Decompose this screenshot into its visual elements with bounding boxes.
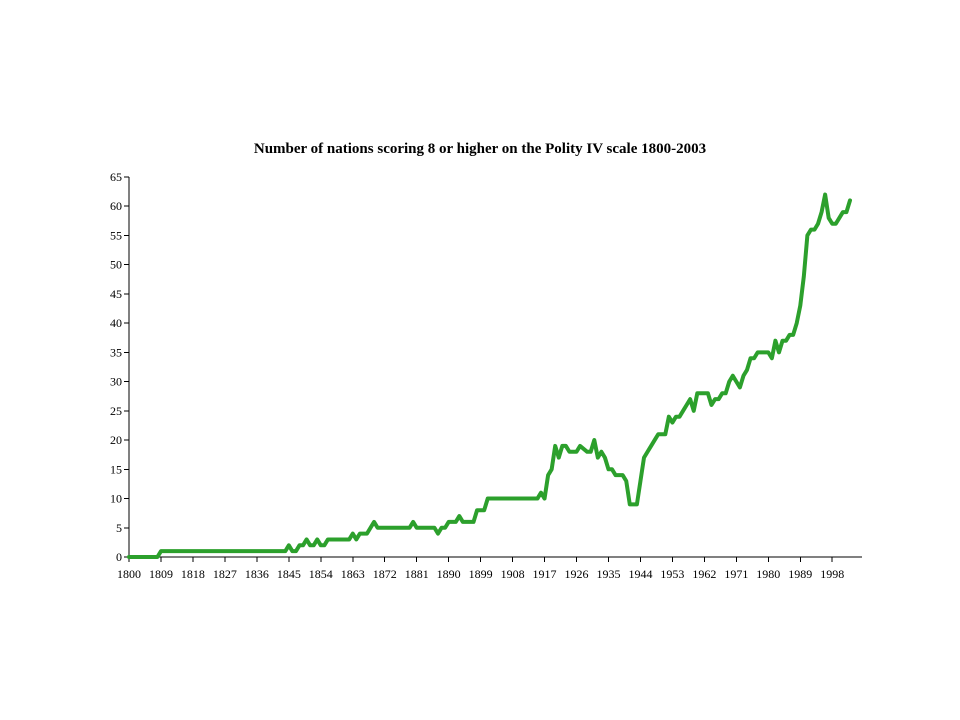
x-tick-label: 1953 <box>660 567 684 581</box>
x-axis: 1800 1809 1818 1827 1836 1845 1854 1863 1872 1881… <box>117 556 862 581</box>
y-tick-label: 40 <box>110 316 122 330</box>
x-tick-label: 1935 <box>596 567 620 581</box>
y-tick-label: 35 <box>110 345 122 359</box>
x-tick-label: 1818 <box>181 567 205 581</box>
x-tick-label: 1845 <box>277 567 301 581</box>
y-tick-label: 30 <box>110 375 122 389</box>
x-tick-label: 1917 <box>533 567 557 581</box>
x-tick-label: 1827 <box>213 567 237 581</box>
x-tick-label: 1989 <box>788 567 812 581</box>
y-tick-label: 45 <box>110 287 122 301</box>
y-tick-label: 0 <box>116 550 122 564</box>
x-tick-label: 1881 <box>405 567 429 581</box>
series-layer <box>127 192 852 559</box>
x-tick-label: 1944 <box>628 567 652 581</box>
x-tick-label: 1998 <box>820 567 844 581</box>
y-tick-label: 50 <box>110 258 122 272</box>
x-tick-label: 1890 <box>437 567 461 581</box>
y-tick-label: 60 <box>110 199 122 213</box>
x-tick-label: 1926 <box>565 567 589 581</box>
x-tick-label: 1854 <box>309 567 333 581</box>
y-tick-label: 20 <box>110 433 122 447</box>
x-tick-label: 1980 <box>756 567 780 581</box>
y-tick-label: 65 <box>110 170 122 184</box>
x-tick-label: 1962 <box>692 567 716 581</box>
y-tick-label: 15 <box>110 462 122 476</box>
x-tick-label: 1809 <box>149 567 173 581</box>
x-tick-label: 1872 <box>373 567 397 581</box>
y-tick-label: 55 <box>110 228 122 242</box>
x-tick-label: 1863 <box>341 567 365 581</box>
x-tick-label: 1971 <box>724 567 748 581</box>
series-line <box>127 192 852 559</box>
y-axis: 0 5 10 15 20 25 30 35 40 45 50 55 60 65 <box>110 170 130 564</box>
chart-title: Number of nations scoring 8 or higher on… <box>253 141 707 157</box>
y-tick-label: 5 <box>116 521 122 535</box>
x-tick-label: 1836 <box>245 567 269 581</box>
x-tick-label: 1908 <box>501 567 525 581</box>
y-tick-label: 10 <box>110 492 122 506</box>
x-tick-label: 1800 <box>117 567 141 581</box>
y-tick-label: 25 <box>110 404 122 418</box>
x-tick-label: 1899 <box>469 567 493 581</box>
